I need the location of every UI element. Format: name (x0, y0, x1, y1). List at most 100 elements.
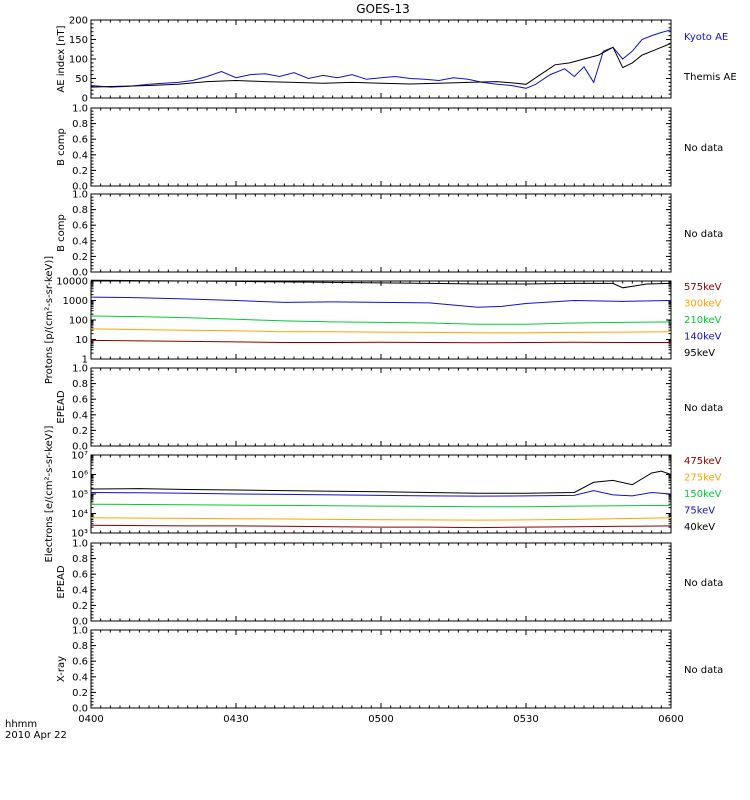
y-tick-label: 200 (69, 16, 88, 27)
y-tick-label: 0.2 (72, 688, 88, 699)
y-axis-label: EPEAD (56, 565, 67, 599)
panel-frame (90, 107, 672, 187)
legend-entry: 210keV (684, 315, 722, 326)
x-tick-label: 0400 (78, 714, 103, 725)
y-tick-label: 1.0 (72, 539, 88, 550)
series-line-75kev (90, 490, 672, 497)
y-tick-label: 0.6 (72, 221, 88, 232)
panel-frame (90, 367, 672, 447)
y-tick-label: 0.6 (72, 570, 88, 581)
y-tick-label: 150 (69, 35, 88, 46)
x-tick-label: 0500 (368, 714, 393, 725)
series-line-475kev (90, 524, 672, 529)
panel-1: 0.0 0.2 0.4 0.6 0.8 1.0 B comp No data (56, 104, 723, 193)
series-line-140kev (90, 296, 672, 308)
y-tick-label: 10 (75, 335, 88, 346)
panel-5: 10³ 10⁴ 10⁵ 10⁶ 10⁷ Electrons [e/(cm²-s-sr-ke… (44, 425, 722, 562)
y-tick-label: 50 (75, 74, 88, 85)
y-tick-label: 10⁴ (71, 509, 88, 520)
y-tick-label: 1000 (63, 296, 88, 307)
y-axis-label: EPEAD (56, 390, 67, 424)
legend-entry: 275keV (684, 473, 722, 484)
series-line-275kev (90, 517, 672, 521)
y-tick-label: 0 (82, 94, 88, 105)
y-tick-label: 0.4 (72, 410, 88, 421)
y-tick-label: 0.4 (72, 150, 88, 161)
panel-frame (90, 193, 672, 273)
panel-4: 0.0 0.2 0.4 0.6 0.8 1.0 EPEAD No data (56, 364, 723, 453)
y-axis-label: B comp (56, 214, 67, 252)
series-line-575kev (90, 339, 671, 344)
panel-2: 0.0 0.2 0.4 0.6 0.8 1.0 B comp No data (56, 190, 723, 279)
no-data-label: No data (684, 229, 723, 240)
y-axis-label: B comp (56, 128, 67, 166)
y-tick-label: 0.2 (72, 426, 88, 437)
legend-entry: 475keV (684, 456, 722, 467)
legend-entry: 75keV (684, 506, 715, 517)
x-axis: 0400 0430 0500 0530 0600 (78, 714, 683, 725)
figure-title: GOES-13 (356, 2, 410, 16)
legend-entry: 575keV (684, 282, 722, 293)
panel-6: 0.0 0.2 0.4 0.6 0.8 1.0 EPEAD No data (56, 539, 723, 628)
legend-entry: Kyoto AE (684, 32, 728, 43)
y-tick-label: 0.2 (72, 601, 88, 612)
series-line-95kev (90, 279, 672, 289)
x-axis-corner-label: hhmm (5, 719, 37, 730)
y-tick-label: 0.8 (72, 379, 88, 390)
y-tick-label: 1.0 (72, 626, 88, 637)
y-tick-label: 10000 (56, 277, 88, 288)
legend-entry: Themis AE (683, 72, 737, 83)
y-tick-label: 0.2 (72, 252, 88, 263)
x-tick-label: 0530 (513, 714, 538, 725)
series-line-kyoto-ae (90, 29, 672, 89)
y-tick-label: 0.0 (72, 442, 88, 453)
y-tick-label: 1 (82, 355, 88, 366)
y-tick-label: 0.2 (72, 166, 88, 177)
no-data-label: No data (684, 403, 723, 414)
no-data-label: No data (684, 665, 723, 676)
y-tick-label: 1.0 (72, 364, 88, 375)
x-tick-label: 0600 (658, 714, 683, 725)
y-tick-label: 0.8 (72, 554, 88, 565)
y-axis-label: Electrons [e/(cm²-s-sr-keV)] (44, 425, 55, 562)
y-tick-label: 0.6 (72, 135, 88, 146)
y-axis-label: AE index [nT] (56, 25, 67, 92)
y-tick-label: 0.0 (72, 617, 88, 628)
panel-frame (90, 629, 672, 709)
y-tick-label: 0.0 (72, 704, 88, 715)
y-tick-label: 0.0 (72, 182, 88, 193)
panel-7: 0.0 0.2 0.4 0.6 0.8 1.0 X-ray No data (56, 626, 723, 715)
legend-entry: 95keV (684, 348, 715, 359)
y-tick-label: 10⁷ (71, 451, 88, 462)
legend-entry: 300keV (684, 299, 722, 310)
no-data-label: No data (684, 143, 723, 154)
series-line-300kev (90, 328, 672, 334)
y-tick-label: 1.0 (72, 190, 88, 201)
series-line-210kev (90, 315, 672, 325)
y-tick-label: 1.0 (72, 104, 88, 115)
y-tick-label: 0.6 (72, 657, 88, 668)
series-line-themis-ae (90, 42, 672, 88)
legend-entry: 140keV (684, 332, 722, 343)
y-tick-label: 10⁵ (71, 490, 88, 501)
panel-frame (90, 280, 672, 360)
no-data-label: No data (684, 578, 723, 589)
y-tick-label: 0.6 (72, 395, 88, 406)
x-tick-label: 0430 (223, 714, 248, 725)
y-tick-label: 0.8 (72, 205, 88, 216)
y-axis-label: Protons [p/(cm²-s-sr-keV)] (44, 256, 55, 384)
y-axis-label: X-ray (56, 656, 67, 682)
panel-frame (90, 454, 672, 534)
y-tick-label: 0.0 (72, 268, 88, 279)
y-tick-label: 10⁶ (71, 470, 88, 481)
y-tick-label: 0.4 (72, 236, 88, 247)
y-tick-label: 10³ (71, 529, 88, 540)
legend-entry: 150keV (684, 489, 722, 500)
y-tick-label: 0.4 (72, 585, 88, 596)
y-tick-label: 100 (69, 316, 88, 327)
y-tick-label: 100 (69, 55, 88, 66)
